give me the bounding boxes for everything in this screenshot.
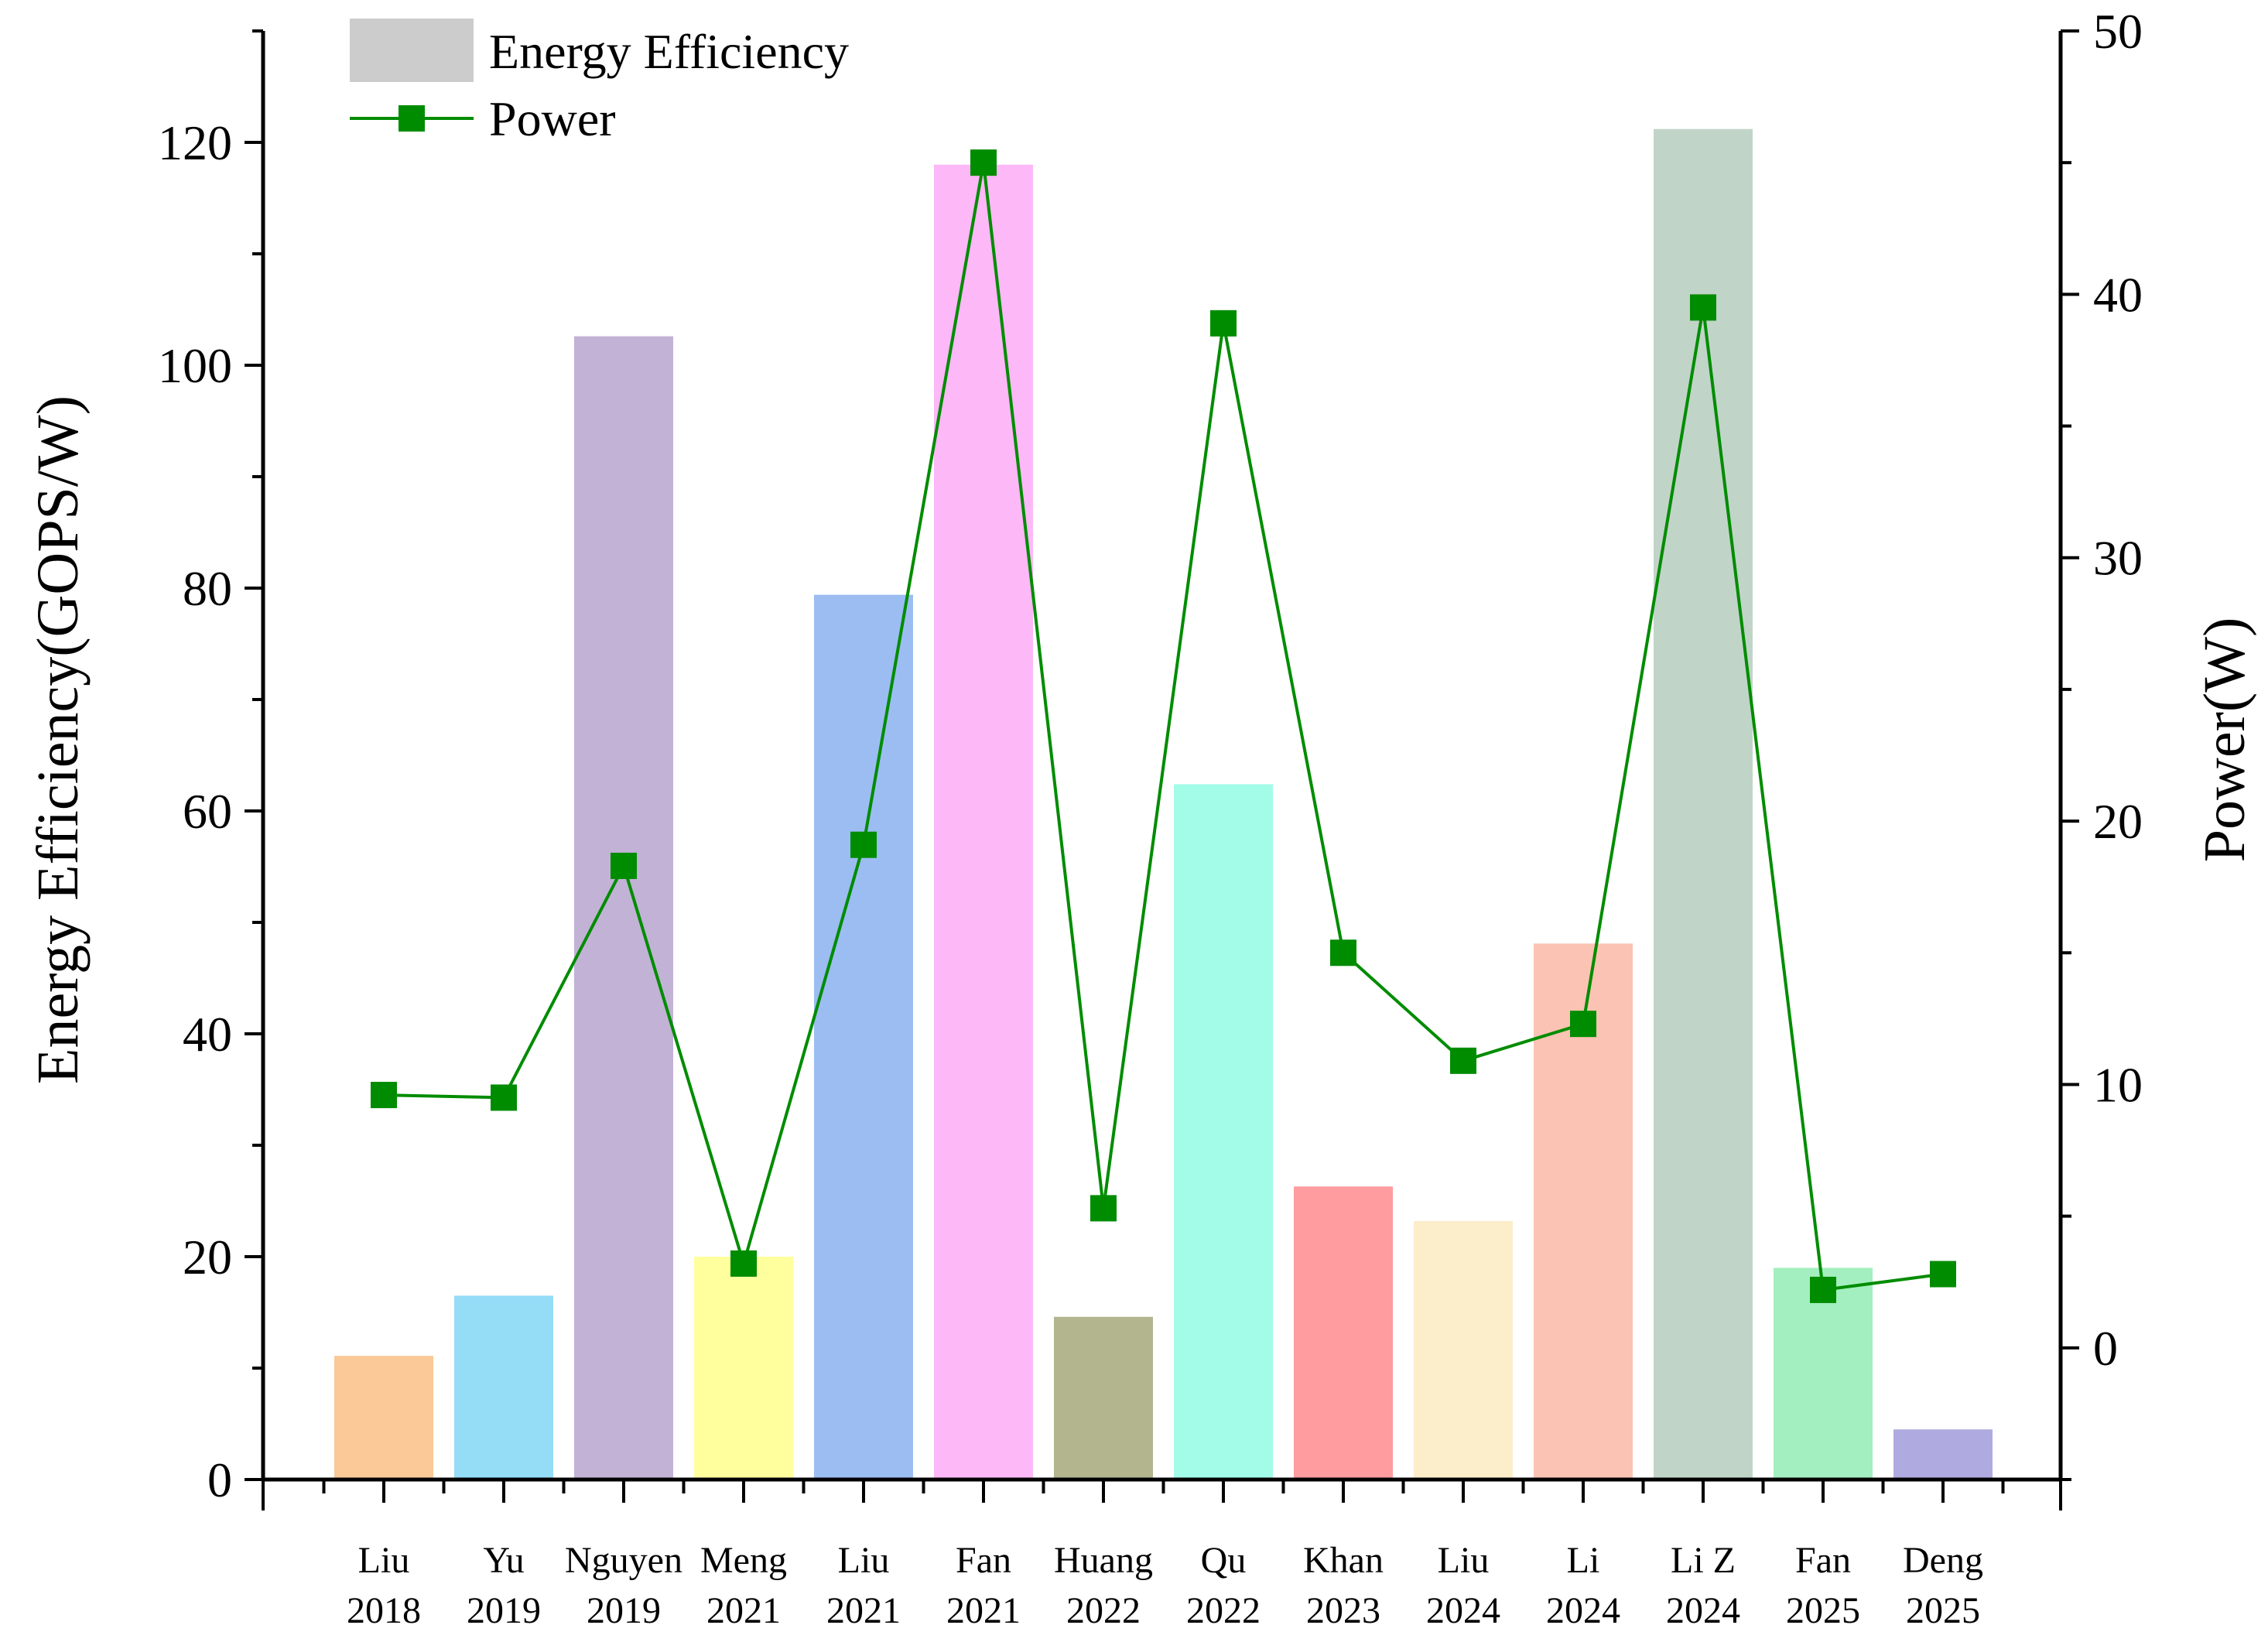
y-axis-title-left: Energy Efficiency(GOPS/W) bbox=[26, 395, 91, 1084]
x-tick-label-name: Huang bbox=[1054, 1540, 1153, 1581]
x-tick-label-year: 2019 bbox=[467, 1590, 541, 1631]
x-tick-label-year: 2022 bbox=[1186, 1590, 1261, 1631]
right-tick-label: 40 bbox=[2093, 267, 2143, 322]
right-tick-label: 0 bbox=[2093, 1321, 2118, 1376]
power-point-4 bbox=[730, 1250, 757, 1277]
x-tick-label-year: 2024 bbox=[1426, 1590, 1500, 1631]
left-tick-label: 80 bbox=[183, 561, 232, 616]
x-tick-label-year: 2021 bbox=[706, 1590, 781, 1631]
power-point-7 bbox=[1090, 1195, 1117, 1222]
bar-14 bbox=[1893, 1429, 1993, 1480]
bar-1 bbox=[334, 1356, 433, 1480]
power-point-8 bbox=[1210, 310, 1237, 337]
power-line bbox=[383, 162, 1944, 1292]
legend-swatch-energy-efficiency bbox=[350, 19, 474, 82]
x-tick-label-name: Yu bbox=[483, 1540, 524, 1581]
bar-series bbox=[334, 128, 1993, 1480]
bar-10 bbox=[1414, 1220, 1513, 1480]
power-point-3 bbox=[611, 852, 637, 879]
legend-marker-power bbox=[399, 105, 425, 132]
x-tick-label-name: Liu bbox=[838, 1540, 890, 1581]
x-tick-label-year: 2023 bbox=[1306, 1590, 1380, 1631]
x-tick-label-year: 2025 bbox=[1906, 1590, 1980, 1631]
x-tick-label-name: Li bbox=[1567, 1540, 1600, 1581]
bar-13 bbox=[1774, 1268, 1873, 1480]
x-tick-label-year: 2024 bbox=[1546, 1590, 1620, 1631]
x-tick-label-year: 2024 bbox=[1666, 1590, 1740, 1631]
power-point-14 bbox=[1930, 1261, 1956, 1288]
x-tick-label-name: Fan bbox=[956, 1540, 1011, 1581]
x-tick-label-name: Li Z bbox=[1671, 1540, 1736, 1581]
power-point-12 bbox=[1690, 294, 1716, 321]
left-tick-label: 100 bbox=[158, 338, 232, 393]
power-line-series bbox=[371, 149, 1956, 1303]
bar-6 bbox=[934, 164, 1033, 1480]
right-tick-label: 10 bbox=[2093, 1057, 2143, 1112]
bar-9 bbox=[1294, 1186, 1393, 1480]
left-tick-label: 40 bbox=[183, 1007, 232, 1062]
x-tick-label-year: 2022 bbox=[1066, 1590, 1141, 1631]
x-tick-label-name: Nguyen bbox=[565, 1540, 682, 1581]
x-tick-label-year: 2025 bbox=[1786, 1590, 1860, 1631]
power-point-1 bbox=[371, 1082, 397, 1109]
right-tick-label: 20 bbox=[2093, 794, 2143, 849]
x-tick-label-name: Fan bbox=[1795, 1540, 1851, 1581]
x-tick-label-name: Liu bbox=[358, 1540, 410, 1581]
x-tick-label-name: Qu bbox=[1201, 1540, 1247, 1581]
y-axis-title-right: Power(W) bbox=[2192, 618, 2257, 863]
left-tick-label: 60 bbox=[183, 784, 232, 839]
left-tick-label: 0 bbox=[207, 1452, 232, 1507]
x-tick-label-name: Liu bbox=[1438, 1540, 1490, 1581]
power-point-13 bbox=[1810, 1276, 1836, 1303]
right-tick-label: 30 bbox=[2093, 531, 2143, 586]
x-tick-label-year: 2019 bbox=[587, 1590, 661, 1631]
bar-5 bbox=[814, 594, 913, 1480]
power-point-6 bbox=[970, 149, 997, 176]
x-tick-label-year: 2021 bbox=[826, 1590, 901, 1631]
power-point-9 bbox=[1330, 939, 1356, 966]
bar-4 bbox=[694, 1257, 793, 1480]
bar-2 bbox=[454, 1295, 553, 1480]
bar-8 bbox=[1174, 784, 1273, 1480]
x-tick-label-name: Khan bbox=[1303, 1540, 1384, 1581]
x-tick-label-year: 2018 bbox=[347, 1590, 421, 1631]
power-point-2 bbox=[491, 1084, 517, 1111]
bar-3 bbox=[574, 336, 673, 1480]
x-tick-label-name: Deng bbox=[1903, 1540, 1983, 1581]
right-tick-label: 50 bbox=[2093, 4, 2143, 59]
x-tick-label-name: Meng bbox=[700, 1540, 787, 1581]
left-tick-label: 120 bbox=[158, 115, 232, 170]
bar-7 bbox=[1054, 1316, 1153, 1480]
axes: 0 20 40 60 80 100 120 0 10 20 30 40 50 Liu 2018 Yu 2019 N… bbox=[26, 4, 2257, 1631]
legend-label-power: Power bbox=[489, 91, 616, 146]
bar-12 bbox=[1654, 128, 1753, 1480]
power-point-11 bbox=[1570, 1011, 1596, 1038]
left-tick-label: 20 bbox=[183, 1230, 232, 1285]
power-point-10 bbox=[1450, 1047, 1476, 1074]
legend: Energy Efficiency Power bbox=[350, 19, 849, 146]
legend-label-energy-efficiency: Energy Efficiency bbox=[489, 24, 849, 79]
power-point-5 bbox=[850, 831, 877, 858]
x-tick-label-year: 2021 bbox=[946, 1590, 1021, 1631]
